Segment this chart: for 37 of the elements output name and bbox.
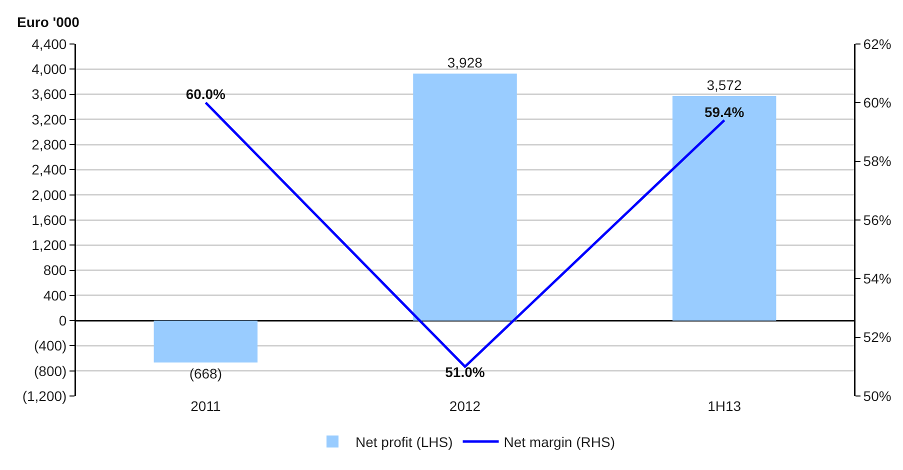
y-tick-label: (1,200) xyxy=(22,388,67,404)
data-label: 60.0% xyxy=(186,86,226,102)
y-tick-label: 800 xyxy=(43,262,67,278)
x-tick-label: 1H13 xyxy=(708,398,742,414)
y-tick-label: 3,600 xyxy=(32,86,67,102)
legend-label: Net margin (RHS) xyxy=(504,434,615,450)
y-axis-title: Euro '000 xyxy=(17,14,80,30)
y-tick-label: (800) xyxy=(34,362,67,379)
bar xyxy=(672,96,776,321)
y2-tick-label: 58% xyxy=(863,153,892,170)
y-tick-label: 2,400 xyxy=(32,162,67,178)
data-label: 51.0% xyxy=(445,364,486,380)
y-tick-label: 0 xyxy=(58,312,67,328)
x-tick-label: 2012 xyxy=(449,398,481,414)
y2-tick-label: 62% xyxy=(863,36,892,52)
y-tick-label: 2,000 xyxy=(32,186,67,203)
y-tick-label: 4,000 xyxy=(32,61,67,78)
legend-label: Net profit (LHS) xyxy=(356,434,453,450)
y-tick-label: (400) xyxy=(34,338,67,354)
y-tick-label: 1,200 xyxy=(32,237,67,254)
data-label: 59.4% xyxy=(704,104,745,120)
y2-tick-label: 54% xyxy=(863,270,892,287)
bar xyxy=(413,74,517,321)
y2-tick-label: 60% xyxy=(863,94,892,111)
y-tick-label: 1,600 xyxy=(32,212,67,228)
y2-tick-label: 52% xyxy=(863,329,892,346)
y2-tick-label: 56% xyxy=(863,212,892,228)
data-label: (668) xyxy=(189,366,222,382)
y-tick-label: 400 xyxy=(43,287,67,304)
y-tick-label: 4,400 xyxy=(32,36,67,52)
bar xyxy=(154,320,258,363)
data-label: 3,572 xyxy=(706,77,742,94)
y-tick-label: 2,800 xyxy=(32,136,67,152)
x-tick-label: 2011 xyxy=(190,398,221,414)
y2-tick-label: 50% xyxy=(863,388,892,404)
y-tick-label: 3,200 xyxy=(32,111,67,128)
data-label: 3,928 xyxy=(447,54,483,71)
